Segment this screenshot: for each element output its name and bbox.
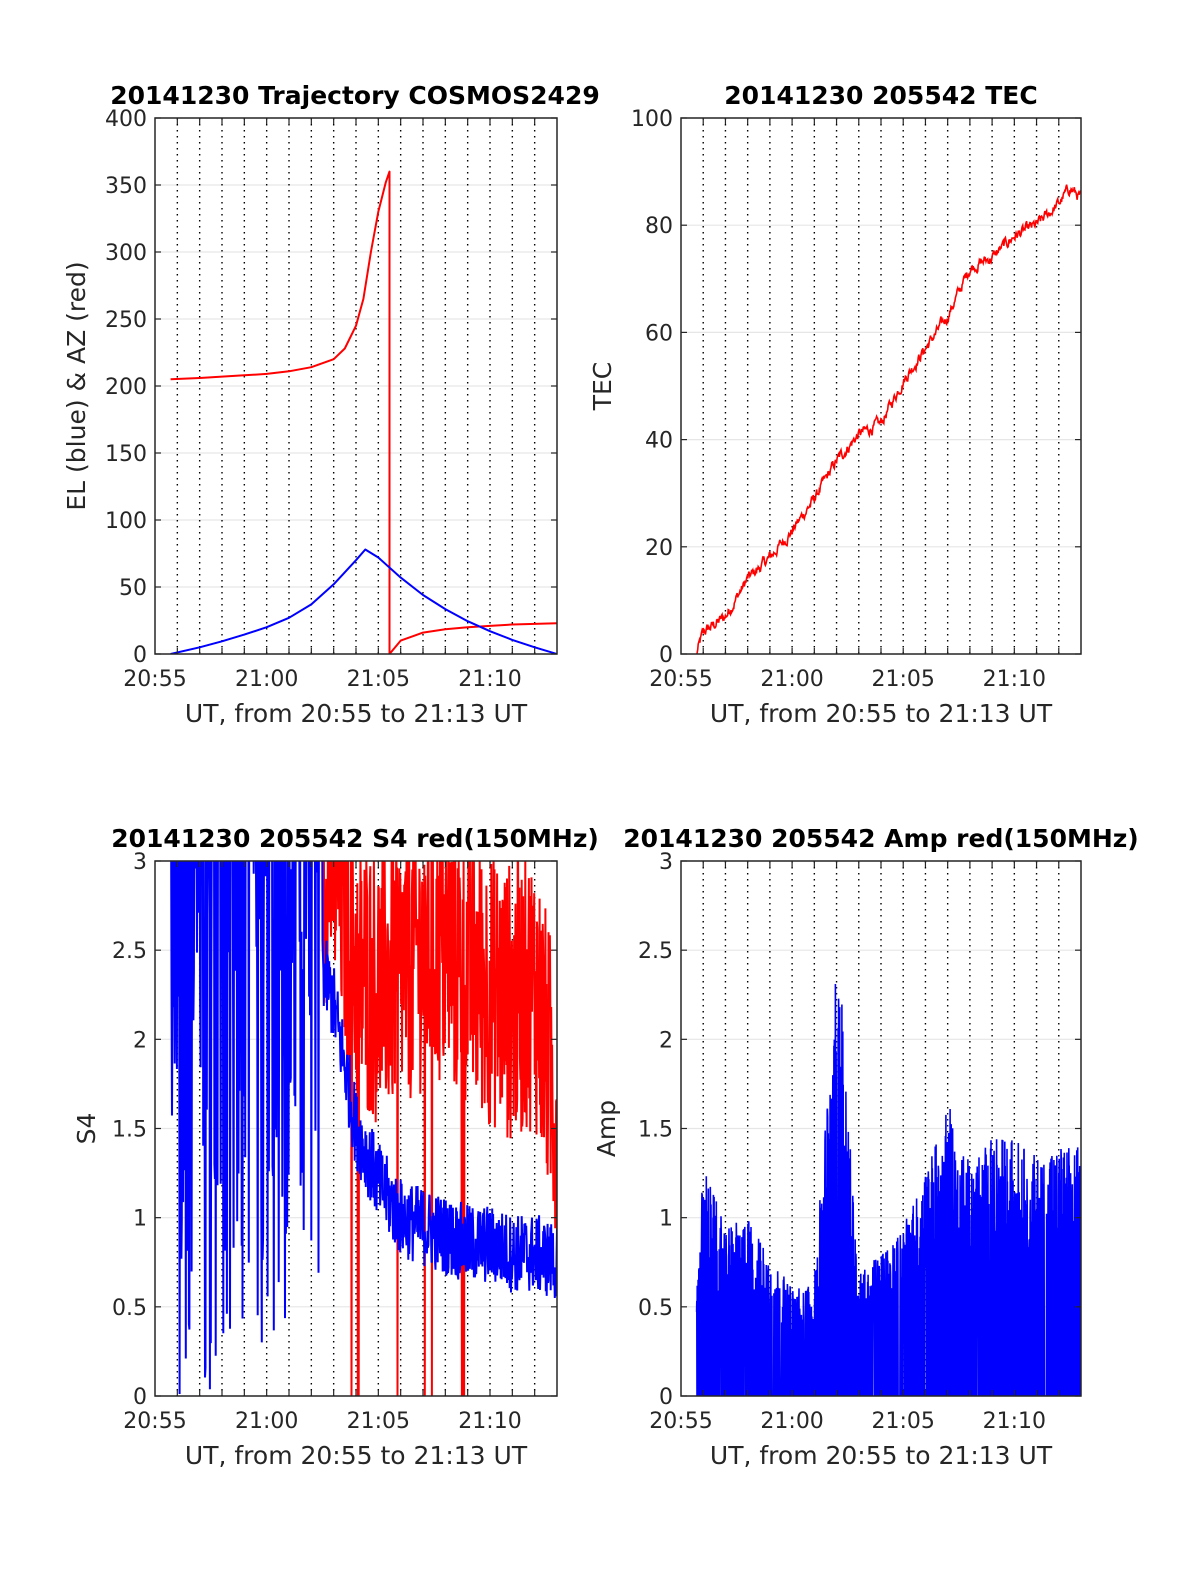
y-tick-label: 1.5 <box>638 1118 673 1143</box>
y-tick-label: 2.5 <box>638 939 673 964</box>
s4-panel: 0 0.5 1 1.5 2 2.5 3 20:55 21:00 21:05 21:10 2014123… <box>72 824 599 1470</box>
y-tick-label: 50 <box>119 576 147 601</box>
plot-area <box>681 118 1081 654</box>
y-axis-label: EL (blue) & AZ (red) <box>62 261 91 510</box>
y-tick-label: 200 <box>105 375 147 400</box>
y-tick-label: 3 <box>659 850 673 875</box>
x-tick-label: 20:55 <box>649 1409 712 1434</box>
y-tick-label: 1 <box>659 1207 673 1232</box>
x-tick-label: 20:55 <box>649 667 712 692</box>
series-layer <box>170 170 557 654</box>
amp-panel: 0 0.5 1 1.5 2 2.5 3 20:55 21:00 21:05 21:10 2014123… <box>592 824 1139 1470</box>
y-tick-label: 1 <box>133 1207 147 1232</box>
x-axis-label: UT, from 20:55 to 21:13 UT <box>710 699 1053 728</box>
x-tick-label: 21:10 <box>458 1409 521 1434</box>
y-tick-label: 3 <box>133 850 147 875</box>
chart-title: 20141230 205542 S4 red(150MHz) <box>111 824 599 853</box>
x-tick-label: 21:05 <box>347 1409 410 1434</box>
x-tick-label: 21:10 <box>458 667 521 692</box>
y-tick-label: 60 <box>645 321 673 346</box>
series-layer <box>170 861 557 1396</box>
chart-title: 20141230 205542 TEC <box>724 81 1037 110</box>
y-tick-label: 2 <box>133 1028 147 1053</box>
y-tick-label: 1.5 <box>112 1118 147 1143</box>
y-tick-label: 40 <box>645 429 673 454</box>
y-tick-label: 2.5 <box>112 939 147 964</box>
y-tick-label: 20 <box>645 536 673 561</box>
y-tick-label: 0.5 <box>638 1296 673 1321</box>
x-tick-label: 21:00 <box>235 1409 298 1434</box>
y-tick-label: 0 <box>659 1385 673 1410</box>
y-tick-label: 0.5 <box>112 1296 147 1321</box>
y-tick-label: 150 <box>105 442 147 467</box>
x-axis-label: UT, from 20:55 to 21:13 UT <box>185 699 528 728</box>
y-tick-label: 0 <box>659 643 673 668</box>
chart-title: 20141230 205542 Amp red(150MHz) <box>623 824 1139 853</box>
x-tick-label: 21:10 <box>983 1409 1046 1434</box>
x-tick-label: 21:05 <box>347 667 410 692</box>
y-tick-label: 2 <box>659 1028 673 1053</box>
series-line <box>695 983 1081 1396</box>
y-tick-label: 350 <box>105 174 147 199</box>
y-tick-label: 80 <box>645 214 673 239</box>
series-line <box>170 170 557 654</box>
y-tick-label: 0 <box>133 643 147 668</box>
y-tick-label: 250 <box>105 308 147 333</box>
y-tick-label: 300 <box>105 241 147 266</box>
y-tick-label: 100 <box>105 509 147 534</box>
x-axis-label: UT, from 20:55 to 21:13 UT <box>710 1441 1053 1470</box>
y-axis-label: Amp <box>592 1100 621 1157</box>
tec-panel: 0 20 40 60 80 100 20:55 21:00 21:05 21:10 20141230… <box>588 81 1082 728</box>
trajectory-panel: 0 50 100 150 200 250 300 350 400 20:55 21:00 21:05 2… <box>62 81 600 728</box>
x-tick-label: 21:05 <box>872 1409 935 1434</box>
y-axis-label: S4 <box>72 1113 101 1145</box>
x-tick-label: 21:00 <box>760 667 823 692</box>
series-line <box>172 861 557 1396</box>
x-tick-label: 21:05 <box>872 667 935 692</box>
series-line <box>170 861 557 1395</box>
chart-title: 20141230 Trajectory COSMOS2429 <box>110 81 600 110</box>
x-tick-label: 20:55 <box>123 1409 186 1434</box>
y-axis-label: TEC <box>588 362 617 412</box>
x-tick-label: 21:10 <box>983 667 1046 692</box>
series-layer <box>695 983 1081 1396</box>
x-tick-label: 20:55 <box>123 667 186 692</box>
series-line <box>696 184 1081 654</box>
series-layer <box>696 184 1081 654</box>
x-tick-label: 21:00 <box>760 1409 823 1434</box>
x-axis-label: UT, from 20:55 to 21:13 UT <box>185 1441 528 1470</box>
y-tick-label: 100 <box>631 107 673 132</box>
y-tick-label: 0 <box>133 1385 147 1410</box>
series-line <box>170 548 557 654</box>
y-tick-label: 400 <box>105 107 147 132</box>
x-tick-label: 21:00 <box>235 667 298 692</box>
